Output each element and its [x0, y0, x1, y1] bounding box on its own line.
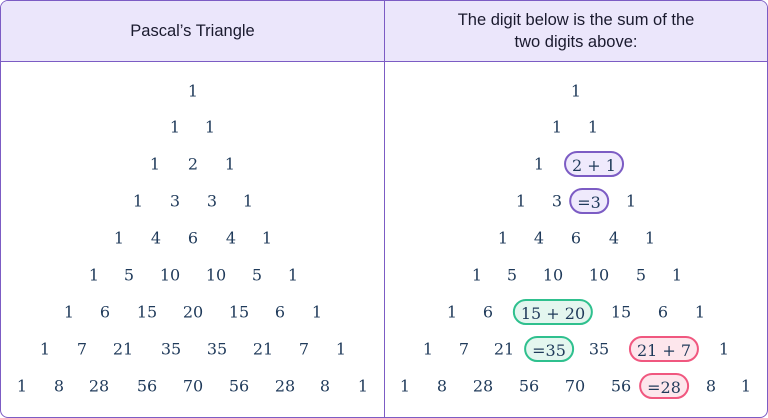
triangle-number: 15	[610, 302, 632, 322]
triangle-number: 1	[224, 154, 236, 174]
triangle-number: 4	[150, 228, 162, 248]
sum-highlight-pill: =35	[524, 336, 574, 362]
sum-highlight-pill: =3	[569, 188, 609, 214]
triangle-number: 1	[261, 228, 273, 248]
triangle-number: 4	[225, 228, 237, 248]
triangle-number: 1	[16, 376, 28, 396]
triangle-number: 8	[705, 376, 717, 396]
triangle-number: 10	[159, 265, 181, 285]
triangle-number: 3	[206, 191, 218, 211]
triangle-number: 5	[635, 265, 647, 285]
triangle-number: 1	[515, 191, 527, 211]
triangle-number: 1	[587, 117, 599, 137]
triangle-number: 1	[740, 376, 752, 396]
triangle-number: 15	[136, 302, 158, 322]
triangle-number: 1	[497, 228, 509, 248]
triangle-number: 6	[99, 302, 111, 322]
left-title: Pascal’s Triangle	[130, 22, 255, 40]
triangle-number: 1	[694, 302, 706, 322]
triangle-number: 8	[436, 376, 448, 396]
triangle-number: 56	[518, 376, 540, 396]
triangle-number: 1	[570, 81, 582, 101]
triangle-number: 1	[471, 265, 483, 285]
triangle-number: 56	[610, 376, 632, 396]
triangle-number: 1	[335, 339, 347, 359]
triangle-number: 8	[319, 376, 331, 396]
triangle-number: 1	[187, 81, 199, 101]
triangle-number: 15	[228, 302, 250, 322]
triangle-number: 1	[39, 339, 51, 359]
triangle-number: 1	[399, 376, 411, 396]
right-title-line2: two digits above:	[514, 33, 638, 51]
triangle-number: 28	[88, 376, 110, 396]
triangle-number: 4	[608, 228, 620, 248]
triangle-number: 21	[493, 339, 515, 359]
triangle-number: 1	[357, 376, 369, 396]
triangle-number: 1	[422, 339, 434, 359]
triangle-number: 6	[274, 302, 286, 322]
triangle-number: 28	[472, 376, 494, 396]
triangle-number: 8	[53, 376, 65, 396]
triangle-number: 1	[644, 228, 656, 248]
triangle-number: 1	[88, 265, 100, 285]
triangle-number: 6	[657, 302, 669, 322]
triangle-number: 5	[506, 265, 518, 285]
triangle-number: 1	[149, 154, 161, 174]
triangle-number: 28	[274, 376, 296, 396]
triangle-number: 1	[287, 265, 299, 285]
triangle-number: 4	[533, 228, 545, 248]
triangle-number: 3	[169, 191, 181, 211]
header-pascals-triangle: Pascal’s Triangle	[1, 1, 384, 62]
triangle-number: 35	[160, 339, 182, 359]
triangle-number: 10	[588, 265, 610, 285]
triangle-number: 70	[564, 376, 586, 396]
triangle-number: 6	[570, 228, 582, 248]
triangle-number: 6	[482, 302, 494, 322]
triangle-number: 3	[551, 191, 563, 211]
triangle-number: 1	[113, 228, 125, 248]
triangle-number: 10	[542, 265, 564, 285]
header-explanation: The digit below is the sum of the two dig…	[385, 1, 767, 62]
triangle-number: 70	[182, 376, 204, 396]
right-title-line1: The digit below is the sum of the	[457, 11, 695, 29]
triangle-number: 1	[311, 302, 323, 322]
sum-highlight-pill: 21 + 7	[628, 336, 700, 362]
column-divider	[384, 1, 385, 417]
triangle-number: 1	[446, 302, 458, 322]
sum-highlight-pill: 2 + 1	[564, 151, 624, 177]
triangle-number: 1	[169, 117, 181, 137]
triangle-number: 1	[63, 302, 75, 322]
triangle-number: 1	[551, 117, 563, 137]
triangle-number: 20	[182, 302, 204, 322]
triangle-number: 6	[187, 228, 199, 248]
sum-highlight-pill: 15 + 20	[512, 299, 594, 325]
triangle-number: 2	[187, 154, 199, 174]
triangle-number: 56	[136, 376, 158, 396]
triangle-number: 1	[625, 191, 637, 211]
triangle-number: 21	[112, 339, 134, 359]
triangle-number: 10	[205, 265, 227, 285]
triangle-number: 1	[204, 117, 216, 137]
triangle-number: 1	[132, 191, 144, 211]
triangle-number: 35	[206, 339, 228, 359]
triangle-number: 5	[123, 265, 135, 285]
triangle-number: 1	[718, 339, 730, 359]
triangle-number: 56	[228, 376, 250, 396]
triangle-number: 7	[76, 339, 88, 359]
triangle-number: 5	[251, 265, 263, 285]
triangle-number: 1	[242, 191, 254, 211]
sum-highlight-pill: =28	[639, 373, 689, 399]
triangle-number: 1	[671, 265, 683, 285]
triangle-number: 1	[533, 154, 545, 174]
triangle-number: 7	[458, 339, 470, 359]
triangle-number: 7	[298, 339, 310, 359]
triangle-number: 35	[588, 339, 610, 359]
triangle-number: 21	[252, 339, 274, 359]
